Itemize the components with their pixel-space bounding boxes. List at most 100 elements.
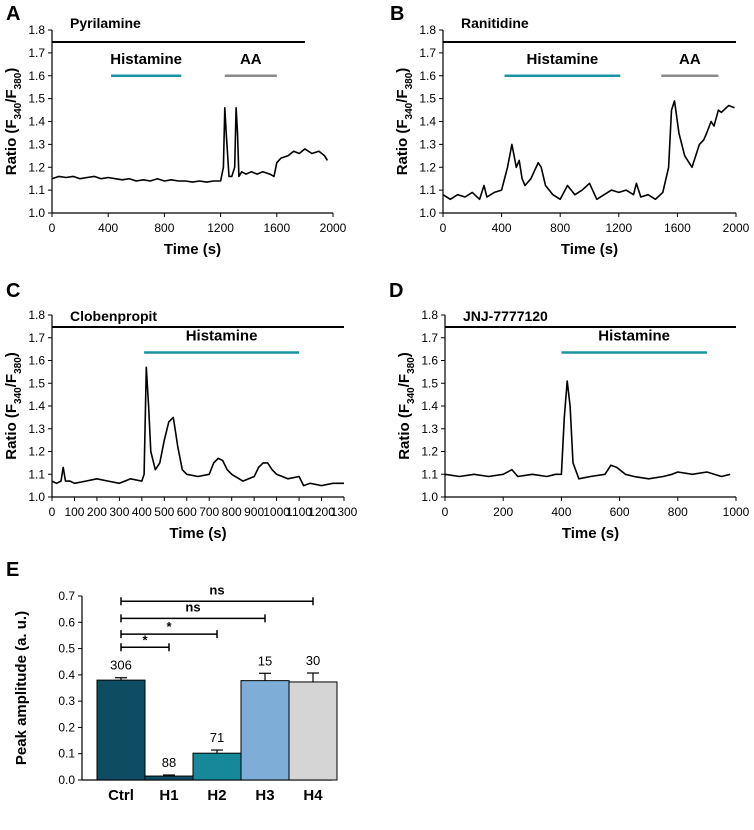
x-tick-label: 200 [87, 505, 107, 519]
treatment-label: AA [240, 51, 262, 68]
y-axis-title-part: ) [3, 352, 20, 357]
ratio-trace [51, 366, 344, 487]
y-tick-label: 0.2 [58, 720, 75, 734]
y-tick-label: 1.8 [421, 308, 438, 322]
n-label: 30 [306, 653, 320, 668]
x-tick-label: 2000 [723, 221, 750, 235]
x-tick-label: 900 [244, 505, 264, 519]
x-tick-label: 600 [610, 505, 630, 519]
panel-c: C 1.0 1.1 1.2 1.3 1.4 1.5 1.6 1.7 1.8 0 100 200 300 40… [3, 280, 358, 542]
y-axis-title-part: Ratio (F [394, 119, 411, 175]
y-tick-label: 1.4 [28, 115, 45, 129]
x-tick-label: 800 [222, 505, 242, 519]
x-tick-label: 2000 [320, 221, 347, 235]
y-axis-title-part: 340 [404, 102, 415, 119]
x-tick-label: 1300 [331, 505, 358, 519]
ratio-trace [442, 100, 735, 201]
y-axis-title-part: 340 [13, 102, 24, 119]
category-label: Ctrl [108, 787, 134, 804]
y-axis-title: Ratio (F340/F380) [3, 68, 24, 176]
drug-label: JNJ-7777120 [463, 308, 548, 324]
panel-letter: A [6, 3, 20, 25]
y-tick-label: 1.0 [28, 206, 45, 220]
y-axis-title-part: ) [396, 352, 413, 357]
x-tick-label: 700 [199, 505, 219, 519]
x-tick-label: 1100 [286, 505, 312, 519]
y-tick-label: 1.6 [421, 354, 438, 368]
bar-h3 [240, 680, 290, 781]
y-tick-label: 0.1 [58, 747, 75, 761]
x-tick-label: 0 [442, 505, 449, 519]
y-tick-label: 1.3 [28, 137, 45, 151]
y-tick-label: 1.1 [28, 467, 45, 481]
y-axis-title: Ratio (F340/F380) [3, 352, 24, 460]
panel-letter: B [390, 3, 404, 25]
x-tick-label: 800 [668, 505, 688, 519]
x-tick-label: 800 [154, 221, 174, 235]
x-tick-label: 400 [98, 221, 118, 235]
y-tick-label: 1.7 [28, 46, 45, 60]
y-tick-label: 1.6 [28, 69, 45, 83]
y-tick-label: 1.0 [28, 490, 45, 504]
panel-e: E 0.0 0.1 0.2 0.3 0.4 0.5 0.6 0.7 Peak amplitude … [6, 559, 338, 804]
bar-h1 [144, 775, 194, 781]
y-axis-title-part: 380 [13, 72, 24, 89]
y-axis-title-part: Ratio (F [396, 404, 413, 460]
y-tick-label: 1.6 [419, 69, 436, 83]
bar-h2 [192, 752, 242, 781]
y-tick-label: 1.2 [28, 160, 45, 174]
y-tick-label: 1.0 [421, 490, 438, 504]
y-tick-label: 0.6 [58, 615, 75, 629]
x-tick-label: 400 [492, 221, 512, 235]
x-tick-label: 200 [493, 505, 513, 519]
significance-label: ns [209, 582, 224, 597]
panel-a: A 1.0 1.1 1.2 1.3 1.4 1.5 1.6 1.7 1.8 0 400 800 1200 1… [3, 3, 347, 258]
x-tick-label: 0 [49, 221, 56, 235]
x-axis-title: Time (s) [169, 525, 226, 542]
category-label: H4 [303, 787, 323, 804]
x-tick-label: 300 [109, 505, 129, 519]
x-tick-label: 0 [49, 505, 56, 519]
y-tick-label: 0.0 [58, 773, 75, 787]
x-tick-label: 600 [177, 505, 197, 519]
treatment-label: Histamine [186, 328, 258, 345]
y-axis-title-part: Ratio (F [3, 404, 20, 460]
x-tick-label: 0 [440, 221, 447, 235]
y-tick-label: 0.3 [58, 694, 75, 708]
category-label: H2 [207, 787, 226, 804]
x-tick-label: 500 [154, 505, 174, 519]
x-tick-label: 400 [551, 505, 571, 519]
n-label: 88 [162, 755, 176, 770]
category-label: H3 [255, 787, 274, 804]
y-tick-label: 1.7 [28, 331, 45, 345]
y-axis-title-part: /F [3, 89, 20, 102]
x-tick-label: 1600 [263, 221, 290, 235]
y-tick-label: 0.5 [58, 642, 75, 656]
y-tick-label: 1.4 [419, 115, 436, 129]
y-tick-label: 1.1 [421, 467, 438, 481]
y-axis-title-part: /F [396, 374, 413, 387]
y-tick-label: 1.8 [28, 23, 45, 37]
panel-letter: D [389, 280, 403, 302]
y-tick-label: 1.5 [28, 376, 45, 390]
treatment-label: AA [679, 51, 701, 68]
y-tick-label: 1.4 [421, 399, 438, 413]
panel-d: D 1.0 1.1 1.2 1.3 1.4 1.5 1.6 1.7 1.8 0 200 400 600 80… [389, 280, 750, 542]
y-tick-label: 0.7 [58, 589, 75, 603]
y-tick-label: 0.4 [58, 668, 75, 682]
x-tick-label: 1600 [664, 221, 691, 235]
y-axis-title-part: ) [394, 68, 411, 73]
x-tick-label: 1200 [308, 505, 335, 519]
x-tick-label: 1000 [263, 505, 290, 519]
y-axis-title-part: 340 [13, 387, 24, 404]
y-tick-label: 1.1 [28, 183, 45, 197]
x-tick-label: 400 [132, 505, 152, 519]
treatment-label: Histamine [110, 51, 182, 68]
ratio-trace [51, 107, 329, 183]
y-tick-label: 1.0 [419, 206, 436, 220]
x-axis-title: Time (s) [562, 525, 619, 542]
y-tick-label: 1.3 [419, 137, 436, 151]
y-axis-title-part: 380 [13, 357, 24, 374]
significance-label: * [166, 619, 172, 634]
